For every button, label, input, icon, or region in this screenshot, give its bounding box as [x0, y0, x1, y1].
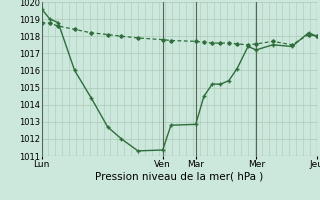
X-axis label: Pression niveau de la mer( hPa ): Pression niveau de la mer( hPa ): [95, 172, 263, 182]
